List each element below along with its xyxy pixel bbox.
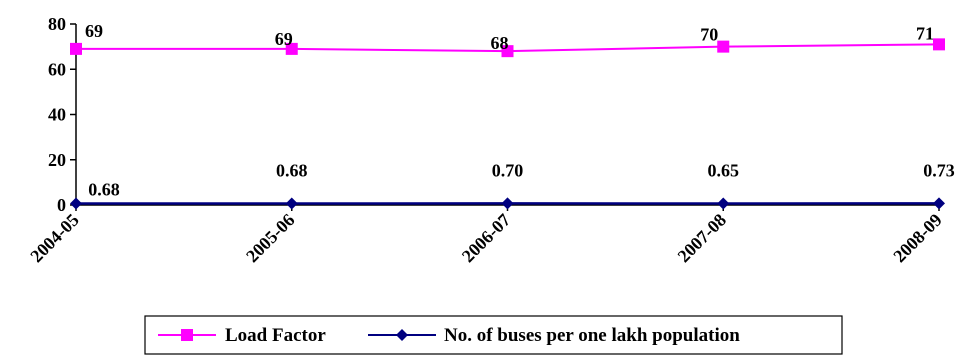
legend-label: Load Factor (225, 325, 326, 346)
x-axis-tick-labels: 2004-05 2005-06 2006-07 2007-08 2008-09 (26, 205, 946, 266)
square-marker (501, 45, 514, 58)
series-buses-per-lakh: 0.68 0.68 0.70 0.65 0.73 (70, 160, 955, 210)
legend-label: No. of buses per one lakh population (444, 325, 740, 346)
legend-item: No. of buses per one lakh population (368, 325, 740, 346)
data-label: 70 (700, 25, 718, 45)
data-label: 69 (85, 21, 103, 41)
diamond-marker (933, 197, 945, 210)
data-label: 0.70 (492, 160, 524, 180)
square-marker (181, 329, 193, 341)
diamond-marker (285, 197, 298, 210)
diamond-marker (717, 197, 730, 210)
series-load-factor: 69 69 68 70 71 (70, 21, 945, 58)
legend-box (144, 315, 843, 355)
y-tick-label: 60 (48, 59, 66, 79)
y-tick-label: 20 (48, 150, 66, 170)
y-axis-ticks: 0 20 40 60 80 (48, 14, 76, 215)
legend: Load Factor No. of buses per one lakh pop… (144, 315, 843, 355)
data-label: 71 (916, 23, 934, 43)
x-tick-label: 2008-09 (889, 210, 946, 267)
y-tick-label: 40 (48, 105, 66, 125)
data-label: 0.68 (276, 160, 308, 180)
diamond-marker (396, 329, 408, 341)
x-tick-label: 2007-08 (674, 210, 731, 267)
x-tick-label: 2005-06 (242, 210, 299, 267)
y-tick-label: 80 (48, 14, 66, 34)
square-marker (70, 42, 82, 55)
data-label: 0.68 (88, 179, 120, 199)
square-marker (717, 40, 730, 53)
chart-series: 69 69 68 70 71 0.68 0.68 0.70 0.65 0.73 (70, 21, 955, 210)
data-label: 69 (275, 29, 293, 49)
square-marker (933, 38, 945, 51)
data-label: 0.65 (708, 161, 740, 181)
data-label: 0.73 (923, 160, 955, 180)
square-marker (285, 42, 298, 55)
legend-item: Load Factor (158, 325, 326, 346)
data-label: 68 (491, 33, 509, 53)
diamond-marker (501, 197, 514, 210)
diamond-marker (70, 197, 82, 210)
x-tick-label: 2006-07 (458, 210, 515, 267)
x-tick-label: 2004-05 (26, 210, 83, 267)
y-tick-label: 0 (57, 195, 66, 215)
